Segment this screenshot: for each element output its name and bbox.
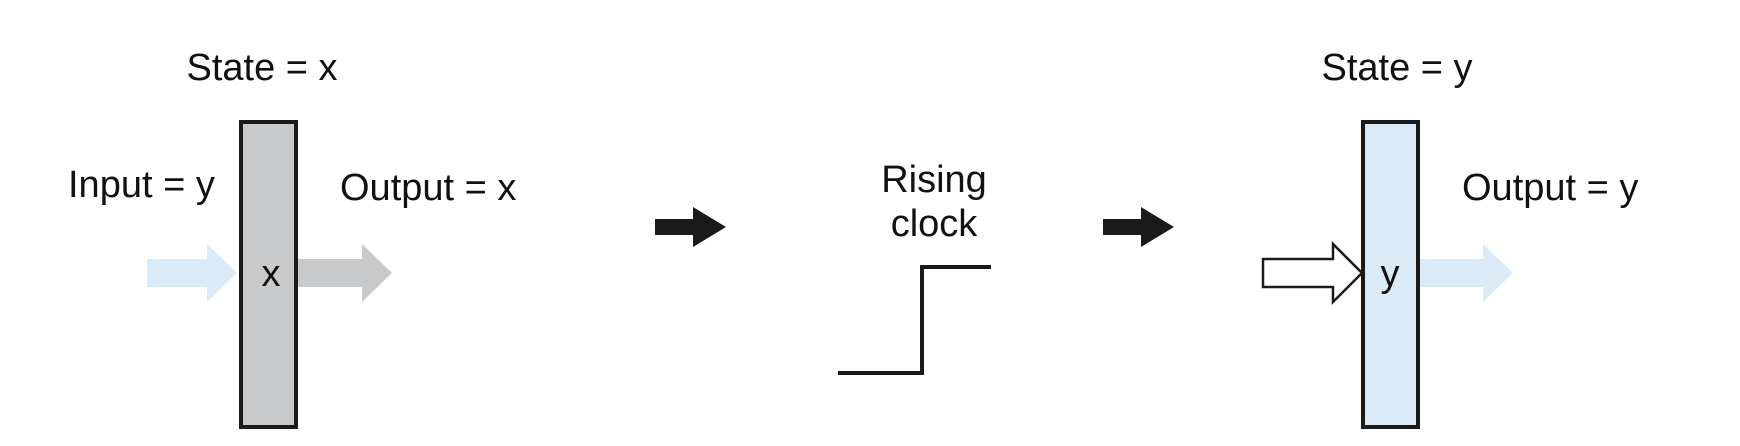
clock-label-line2: clock bbox=[891, 203, 979, 245]
left-register-value: x bbox=[262, 253, 281, 295]
rising-clock-edge bbox=[838, 265, 991, 375]
left-register-box bbox=[239, 120, 298, 429]
right-input-arrow bbox=[1261, 240, 1364, 306]
flow-arrow-right-1 bbox=[655, 207, 726, 247]
left-output-arrow bbox=[296, 244, 392, 302]
right-state-label: State = y bbox=[1321, 47, 1472, 89]
right-register-group: State = y Output = y y bbox=[1261, 47, 1638, 429]
right-output-arrow bbox=[1418, 244, 1513, 302]
left-output-label: Output = x bbox=[340, 167, 516, 209]
left-state-label: State = x bbox=[186, 47, 337, 89]
right-register-value: y bbox=[1381, 253, 1400, 295]
right-output-label: Output = y bbox=[1462, 167, 1638, 209]
right-register-box bbox=[1361, 120, 1420, 429]
flow-arrow-right-2 bbox=[1103, 207, 1174, 247]
clock-label-line1: Rising bbox=[881, 159, 987, 201]
left-input-label: Input = y bbox=[68, 164, 215, 206]
clock-group: Rising clock bbox=[838, 159, 991, 375]
left-input-arrow bbox=[147, 244, 237, 302]
left-register-group: State = x Input = y Output = x x bbox=[68, 47, 516, 429]
